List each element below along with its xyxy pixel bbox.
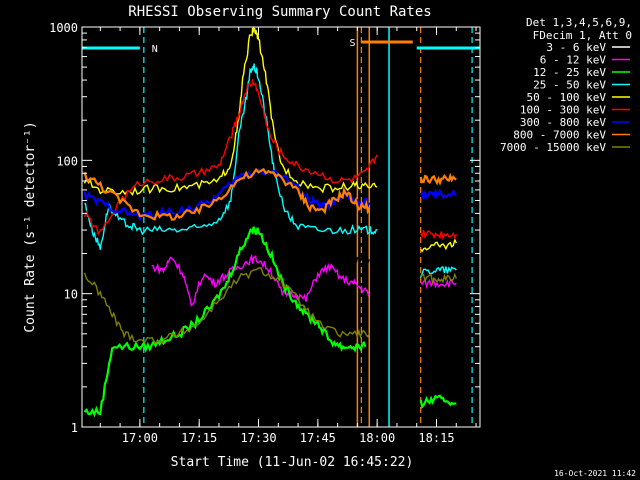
flag-label-n: N <box>152 44 158 55</box>
legend-label-0: 3 - 6 keV <box>546 41 606 54</box>
series-line-7 <box>83 167 371 221</box>
legend-header-1: FDecim 1, Att 0 <box>533 29 632 42</box>
legend-label-7: 800 - 7000 keV <box>513 129 606 142</box>
series-line-1 <box>151 253 370 308</box>
x-tick-label-1: 17:15 <box>181 431 217 445</box>
axes: 17:00 17:15 17:30 17:45 18:00 18:15 1 10 100 1000 <box>49 21 480 445</box>
legend-label-1: 6 - 12 keV <box>540 54 607 67</box>
flag-label-s: S <box>349 38 355 49</box>
x-tick-label-2: 17:30 <box>240 431 276 445</box>
series-line-5 <box>83 78 378 236</box>
x-tick-label-3: 17:45 <box>300 431 336 445</box>
y-tick-label-0: 1 <box>71 421 78 435</box>
x-tick-label-5: 18:15 <box>418 431 454 445</box>
series-line-4-late <box>420 237 457 253</box>
chart-title: RHESSI Observing Summary Count Rates <box>128 4 431 20</box>
legend-header-0: Det 1,3,4,5,6,9, <box>526 16 632 29</box>
series-line-0-late <box>420 268 457 283</box>
plot-frame <box>81 26 481 428</box>
series-line-8-late <box>420 272 457 286</box>
legend-label-3: 25 - 50 keV <box>533 79 606 92</box>
series-line-5-late <box>420 229 457 241</box>
series-line-0 <box>151 235 370 274</box>
series-line-1-late <box>420 277 457 290</box>
series-line-7-late <box>419 172 457 186</box>
legend-label-8: 7000 - 15000 keV <box>500 141 606 154</box>
footer-timestamp: 16-Oct-2021 11:42 <box>554 469 636 478</box>
x-axis-label: Start Time (11-Jun-02 16:45:22) <box>171 455 414 470</box>
series-line-3 <box>84 63 378 250</box>
y-axis-label: Count Rate (s⁻¹ detector⁻¹) <box>23 121 38 332</box>
y-tick-label-1: 10 <box>64 288 78 302</box>
legend-label-2: 12 - 25 keV <box>533 66 606 79</box>
series-line-8 <box>83 267 370 344</box>
legend-label-5: 100 - 300 keV <box>520 104 606 117</box>
legend: Det 1,3,4,5,6,9,FDecim 1, Att 03 - 6 keV… <box>500 16 632 154</box>
legend-label-6: 300 - 800 keV <box>520 116 606 129</box>
y-tick-label-3: 1000 <box>49 21 78 35</box>
series-line-2-late <box>419 394 457 409</box>
series-line-3-late <box>420 266 457 278</box>
legend-label-4: 50 - 100 keV <box>527 91 607 104</box>
series-line-2 <box>83 226 367 418</box>
series-line-6-late <box>419 187 457 200</box>
x-tick-label-0: 17:00 <box>122 431 158 445</box>
x-tick-label-4: 18:00 <box>359 431 395 445</box>
series-line-4 <box>83 27 378 196</box>
y-tick-label-2: 100 <box>56 154 78 168</box>
plot-area: NS <box>82 27 480 427</box>
plot-content <box>82 27 480 427</box>
